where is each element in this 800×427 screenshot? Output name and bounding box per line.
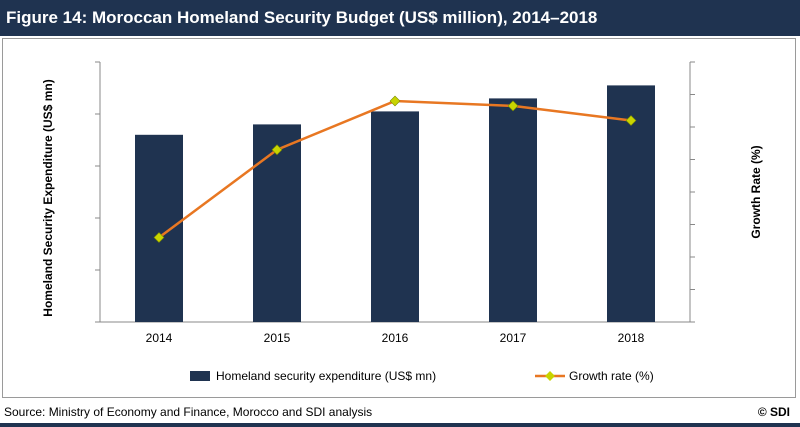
y-axis-label: Homeland Security Expenditure (US$ mn) (41, 79, 55, 316)
legend-bar-label: Homeland security expenditure (US$ mn) (216, 369, 436, 383)
footer: Source: Ministry of Economy and Finance,… (0, 400, 800, 424)
x-tick-label: 2016 (382, 331, 409, 345)
bar-2015 (253, 124, 301, 323)
x-tick-label: 2015 (264, 331, 291, 345)
source-note: Source: Ministry of Economy and Finance,… (4, 405, 373, 419)
bottom-rule (0, 423, 800, 427)
chart-title: Figure 14: Moroccan Homeland Security Bu… (0, 0, 800, 36)
legend-bar-swatch (190, 371, 210, 381)
y2-axis-label: Growth Rate (%) (749, 145, 763, 238)
growth-marker-2014 (153, 232, 165, 243)
growth-marker-2016 (389, 95, 401, 107)
x-tick-label: 2014 (146, 331, 173, 345)
bar-series (135, 85, 655, 323)
x-tick-label: 2018 (618, 331, 645, 345)
x-tick-labels: 2014 2015 2016 2017 2018 (146, 331, 645, 345)
bar-2016 (371, 111, 419, 323)
growth-marker-2018 (625, 115, 637, 126)
growth-marker-2017 (507, 100, 519, 112)
chart-frame (2, 38, 796, 398)
growth-line-series (153, 95, 637, 243)
legend-line-marker (545, 371, 555, 381)
legend-line-label: Growth rate (%) (569, 369, 654, 383)
right-axis (689, 61, 695, 323)
growth-marker-2015 (271, 144, 283, 156)
chart: 2014 2015 2016 2017 2018 Homeland Security E… (41, 61, 763, 383)
bar-2017 (489, 98, 537, 323)
x-tick-label: 2017 (500, 331, 527, 345)
legend: Homeland security expenditure (US$ mn) G… (190, 369, 654, 383)
copyright: © SDI (757, 405, 790, 419)
bar-2014 (135, 134, 183, 322)
